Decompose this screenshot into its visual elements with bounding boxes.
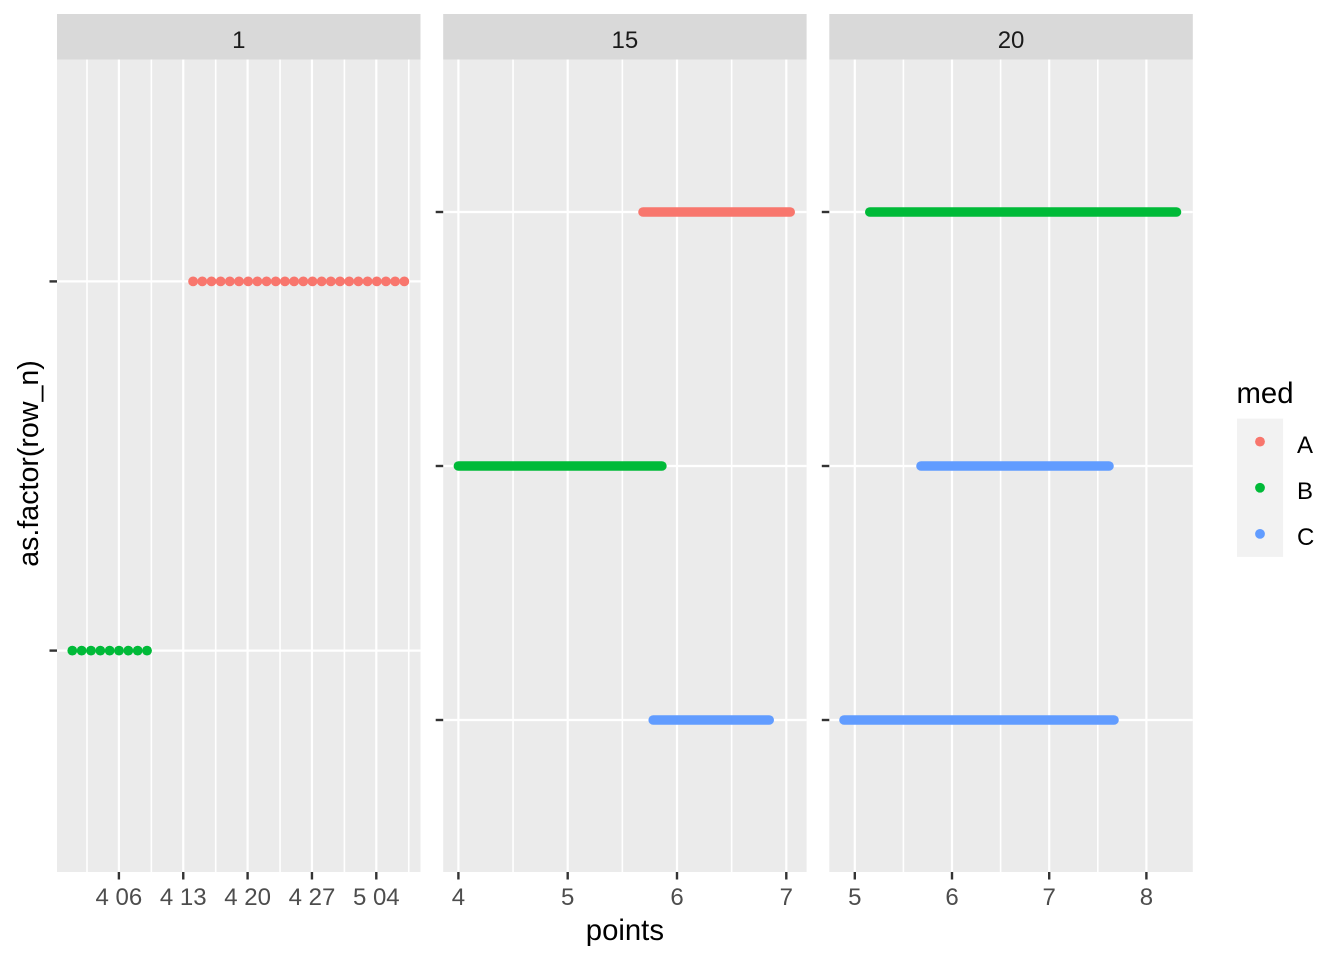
- svg-text:B: B: [1297, 478, 1313, 505]
- svg-text:5 04: 5 04: [353, 884, 400, 911]
- svg-text:15: 15: [612, 27, 639, 54]
- svg-text:4 06: 4 06: [96, 884, 143, 911]
- svg-text:points: points: [586, 914, 664, 947]
- svg-text:7: 7: [1043, 884, 1056, 911]
- svg-text:20: 20: [998, 27, 1025, 54]
- svg-text:5: 5: [848, 884, 861, 911]
- svg-text:4: 4: [452, 884, 465, 911]
- svg-text:8: 8: [1140, 884, 1153, 911]
- svg-text:6: 6: [945, 884, 958, 911]
- svg-text:1: 1: [232, 27, 245, 54]
- svg-text:4 20: 4 20: [224, 884, 271, 911]
- svg-text:4 27: 4 27: [289, 884, 336, 911]
- svg-text:C: C: [1297, 524, 1314, 551]
- svg-text:med: med: [1237, 377, 1294, 410]
- svg-text:A: A: [1297, 432, 1313, 459]
- svg-text:4 13: 4 13: [160, 884, 207, 911]
- svg-text:5: 5: [561, 884, 574, 911]
- svg-text:7: 7: [780, 884, 793, 911]
- svg-text:6: 6: [670, 884, 683, 911]
- svg-text:as.factor(row_n): as.factor(row_n): [13, 360, 45, 567]
